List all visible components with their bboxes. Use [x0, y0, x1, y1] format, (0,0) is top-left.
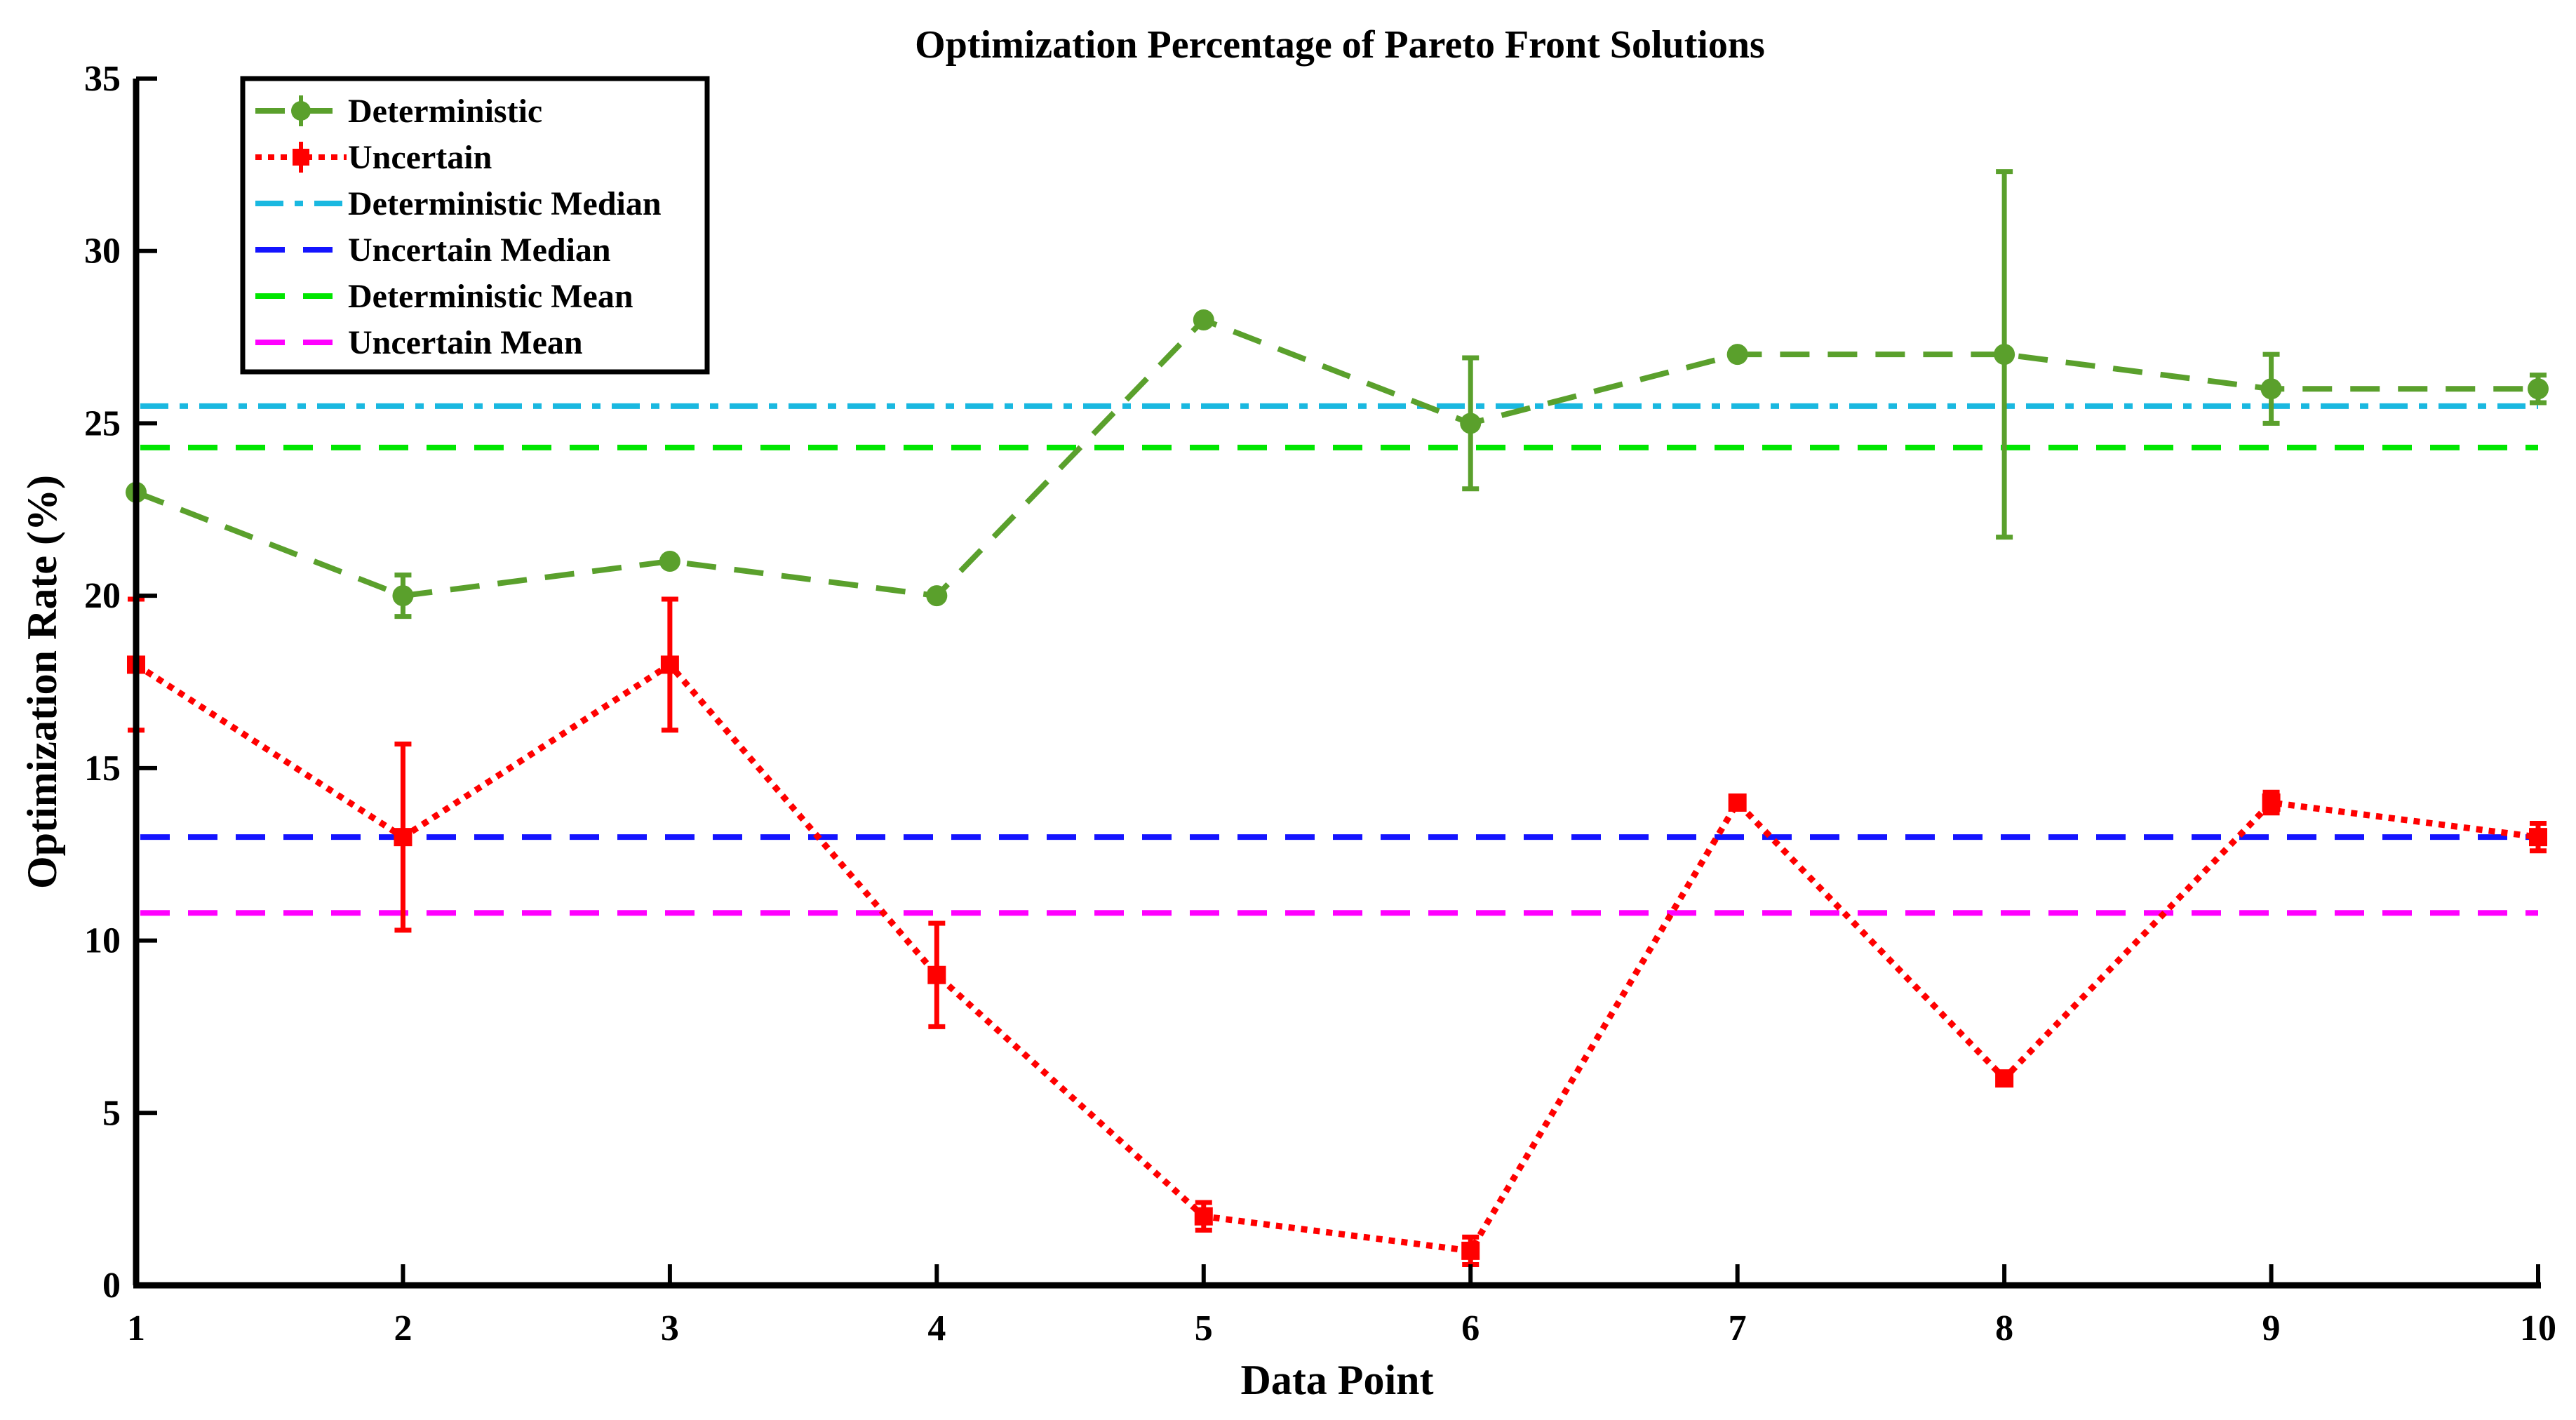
y-tick-label: 15 — [84, 749, 121, 789]
data-point-uncertain — [394, 828, 412, 847]
y-tick-label: 35 — [84, 59, 121, 99]
legend-entry-deterministic-mean: Deterministic Mean — [255, 278, 633, 315]
data-point-deterministic — [2528, 378, 2549, 400]
data-point-uncertain — [1995, 1069, 2014, 1088]
series-deterministic — [126, 169, 2549, 619]
data-point-uncertain — [2262, 793, 2281, 812]
data-point-uncertain — [1728, 793, 1747, 812]
legend-box — [240, 76, 710, 375]
data-point-uncertain — [1194, 1207, 1213, 1226]
legend-label-deterministic-median: Deterministic Median — [348, 185, 662, 222]
chart-title: Optimization Percentage of Pareto Front … — [915, 23, 1765, 67]
legend-entry-deterministic: Deterministic — [255, 93, 542, 130]
data-point-uncertain — [2529, 828, 2547, 847]
x-tick-label: 2 — [394, 1308, 412, 1348]
y-tick-label: 20 — [84, 576, 121, 616]
y-tick-label: 25 — [84, 403, 121, 443]
x-tick-label: 8 — [1995, 1308, 2013, 1348]
data-point-deterministic — [1994, 344, 2015, 366]
legend-label-uncertain-median: Uncertain Median — [348, 232, 611, 269]
legend-label-deterministic-mean: Deterministic Mean — [348, 278, 633, 315]
data-point-deterministic — [1193, 309, 1214, 330]
y-tick-label: 30 — [84, 232, 121, 272]
x-tick-label: 10 — [2520, 1308, 2556, 1348]
y-axis-label: Optimization Rate (%) — [19, 475, 65, 889]
series-line-uncertain — [134, 660, 2539, 1254]
data-point-uncertain — [927, 965, 946, 984]
data-point-deterministic — [1460, 413, 1482, 434]
data-point-deterministic — [926, 585, 948, 607]
data-point-uncertain — [1461, 1241, 1480, 1260]
legend-entry-uncertain: Uncertain — [255, 139, 492, 176]
legend-entry-uncertain-mean: Uncertain Mean — [255, 324, 583, 361]
x-tick-label: 1 — [127, 1308, 145, 1348]
legend-label-uncertain: Uncertain — [348, 139, 492, 176]
x-tick-label: 4 — [927, 1308, 946, 1348]
legend-entry-uncertain-median: Uncertain Median — [255, 232, 611, 269]
series-line-deterministic — [135, 316, 2538, 599]
legend-marker-uncertain — [293, 149, 309, 166]
x-tick-label: 9 — [2262, 1308, 2281, 1348]
x-tick-label: 3 — [661, 1308, 679, 1348]
y-tick-label: 10 — [84, 921, 121, 961]
x-axis-label: Data Point — [1241, 1357, 1434, 1403]
legend-marker-deterministic — [291, 101, 311, 121]
y-tick-label: 5 — [102, 1093, 121, 1133]
x-tick-label: 6 — [1461, 1308, 1480, 1348]
legend-label-deterministic: Deterministic — [348, 93, 542, 130]
data-point-deterministic — [1726, 344, 1748, 366]
axes: 1 2 3 4 5 6 7 8 9 10 0 5 10 15 20 25 30 35 — [84, 59, 2556, 1348]
data-point-deterministic — [659, 551, 680, 572]
data-point-uncertain — [660, 655, 679, 674]
x-tick-label: 5 — [1195, 1308, 1213, 1348]
y-tick-label: 0 — [102, 1266, 121, 1306]
x-tick-label: 7 — [1729, 1308, 1747, 1348]
legend: Deterministic Uncertain Deterministic Medi… — [240, 76, 710, 375]
data-point-deterministic — [392, 585, 414, 607]
data-point-deterministic — [2260, 378, 2282, 400]
legend-label-uncertain-mean: Uncertain Mean — [348, 324, 583, 361]
legend-entry-deterministic-median: Deterministic Median — [255, 185, 662, 222]
